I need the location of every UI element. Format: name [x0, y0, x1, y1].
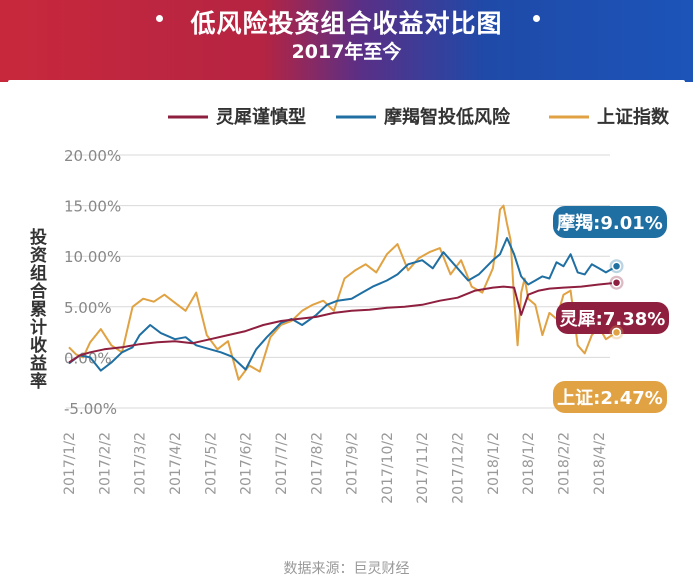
y-axis-label: 投资组合累计收益率 — [26, 228, 46, 390]
x-tick-label: 2018/4/2 — [592, 432, 608, 495]
x-tick-label: 2017/8/2 — [309, 432, 325, 495]
x-tick-label: 2017/12/2 — [451, 432, 467, 504]
chart-subtitle: 2017年至今 — [291, 41, 402, 63]
series-line — [68, 281, 617, 364]
series-line — [68, 237, 618, 372]
y-tick-label: 5.00% — [64, 299, 112, 317]
x-tick-label: 2017/4/2 — [168, 432, 184, 495]
y-tick-label: 10.00% — [64, 248, 121, 266]
x-tick-label: 2017/7/2 — [274, 432, 290, 495]
x-tick-label: 2017/5/2 — [203, 432, 219, 495]
legend-label: 灵犀谨慎型 — [216, 106, 306, 128]
title-dot-right — [533, 15, 540, 22]
end-point — [611, 261, 622, 271]
x-tick-label: 2017/1/2 — [62, 432, 78, 495]
series-callout — [553, 206, 667, 238]
x-tick-label: 2017/6/2 — [239, 432, 255, 495]
x-tick-label: 2017/9/2 — [345, 432, 361, 495]
x-tick-label: 2018/1/2 — [521, 432, 537, 495]
data-source: 数据来源：巨灵财经 — [283, 561, 410, 577]
x-tick-label: 2018/1/2 — [486, 432, 502, 495]
series-callout-label: 灵犀:7.38% — [560, 309, 666, 330]
chart-title: 低风险投资组合收益对比图 — [190, 9, 503, 38]
legend-label: 上证指数 — [597, 106, 670, 128]
series-line — [68, 204, 618, 381]
x-tick-label: 2018/2/2 — [557, 432, 573, 495]
x-tick-label: 2017/2/2 — [97, 432, 113, 495]
series-callout-label: 上证:2.47% — [557, 388, 663, 409]
series-callout — [556, 302, 669, 334]
line-chart: 20.00%15.00%10.00%5.00%0.00%-5.00%2017/1… — [62, 106, 670, 504]
series-callout-label: 摩羯:9.01% — [557, 212, 663, 234]
x-tick-label: 2017/3/2 — [133, 432, 149, 495]
x-tick-label: 2017/11/2 — [415, 432, 431, 504]
end-point — [611, 277, 622, 288]
title-dot-left — [156, 15, 163, 22]
title-banner — [0, 0, 693, 82]
legend-label: 摩羯智投低风险 — [384, 106, 511, 128]
end-point — [611, 327, 622, 338]
y-tick-label: 20.00% — [64, 147, 121, 165]
y-tick-label: 15.00% — [64, 198, 121, 216]
x-tick-label: 2017/10/2 — [380, 432, 396, 504]
y-tick-label: -5.00% — [64, 400, 117, 418]
series-callout — [553, 381, 667, 413]
